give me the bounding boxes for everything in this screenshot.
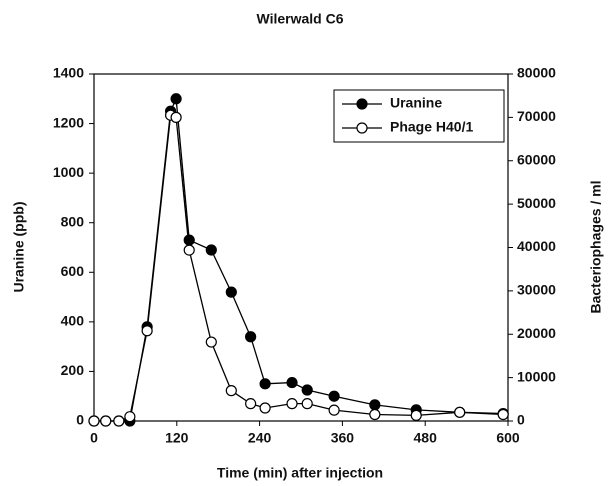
data-point (141, 325, 153, 337)
y-tick-label: 1000 (53, 164, 84, 180)
data-point (454, 406, 466, 418)
data-point (286, 376, 298, 389)
data-point (245, 398, 257, 410)
data-point (369, 408, 381, 421)
y2-tick-label: 30000 (517, 282, 556, 298)
data-point (225, 286, 237, 298)
y2-tick-label: 40000 (517, 238, 556, 254)
data-point (88, 415, 100, 427)
data-point (497, 408, 509, 421)
data-point (410, 409, 422, 421)
y-tick-label: 0 (76, 412, 84, 428)
data-point (245, 331, 257, 343)
y-tick-label: 1400 (53, 65, 84, 81)
y2-tick-label: 0 (517, 412, 525, 428)
data-point (259, 402, 271, 414)
data-point (205, 336, 217, 348)
y2-tick-label: 20000 (517, 325, 556, 341)
data-point (183, 244, 195, 256)
data-point (286, 398, 298, 410)
x-tick-label: 0 (90, 430, 98, 446)
x-tick-label: 360 (331, 430, 355, 446)
data-point (301, 398, 313, 410)
y2-tick-label: 70000 (517, 108, 556, 124)
x-tick-label: 120 (165, 430, 189, 446)
series-line (94, 114, 504, 422)
x-tick-label: 600 (496, 430, 520, 446)
data-point (170, 93, 182, 105)
y2-tick-label: 10000 (517, 368, 556, 384)
y-tick-label: 400 (61, 313, 85, 329)
data-point (124, 411, 136, 423)
data-point (259, 378, 271, 390)
y2-tick-label: 80000 (517, 65, 556, 81)
data-point (170, 111, 182, 123)
legend-label: Phage H40/1 (390, 119, 473, 135)
data-point (113, 415, 125, 427)
x-axis-label: Time (min) after injection (217, 465, 383, 481)
y2-tick-label: 60000 (517, 151, 556, 167)
y-tick-label: 1200 (53, 114, 84, 130)
data-point (301, 384, 313, 396)
data-point (100, 415, 112, 427)
data-point (369, 399, 381, 411)
data-point (328, 404, 340, 416)
y-tick-label: 600 (61, 263, 85, 279)
data-point (225, 385, 237, 397)
x-tick-label: 240 (248, 430, 272, 446)
y-axis-label: Uranine (ppb) (11, 202, 27, 293)
chart-title: Wilerwald C6 (256, 11, 343, 27)
y-tick-label: 800 (61, 213, 85, 229)
y2-axis-label: Bacteriophages / ml (588, 180, 604, 313)
data-point (205, 244, 217, 256)
x-tick-label: 480 (414, 430, 438, 446)
legend-label: Uranine (390, 95, 442, 111)
legend-marker (356, 122, 368, 134)
y-tick-label: 200 (61, 362, 85, 378)
y2-tick-label: 50000 (517, 195, 556, 211)
data-point (328, 390, 340, 402)
legend-marker (356, 98, 368, 110)
